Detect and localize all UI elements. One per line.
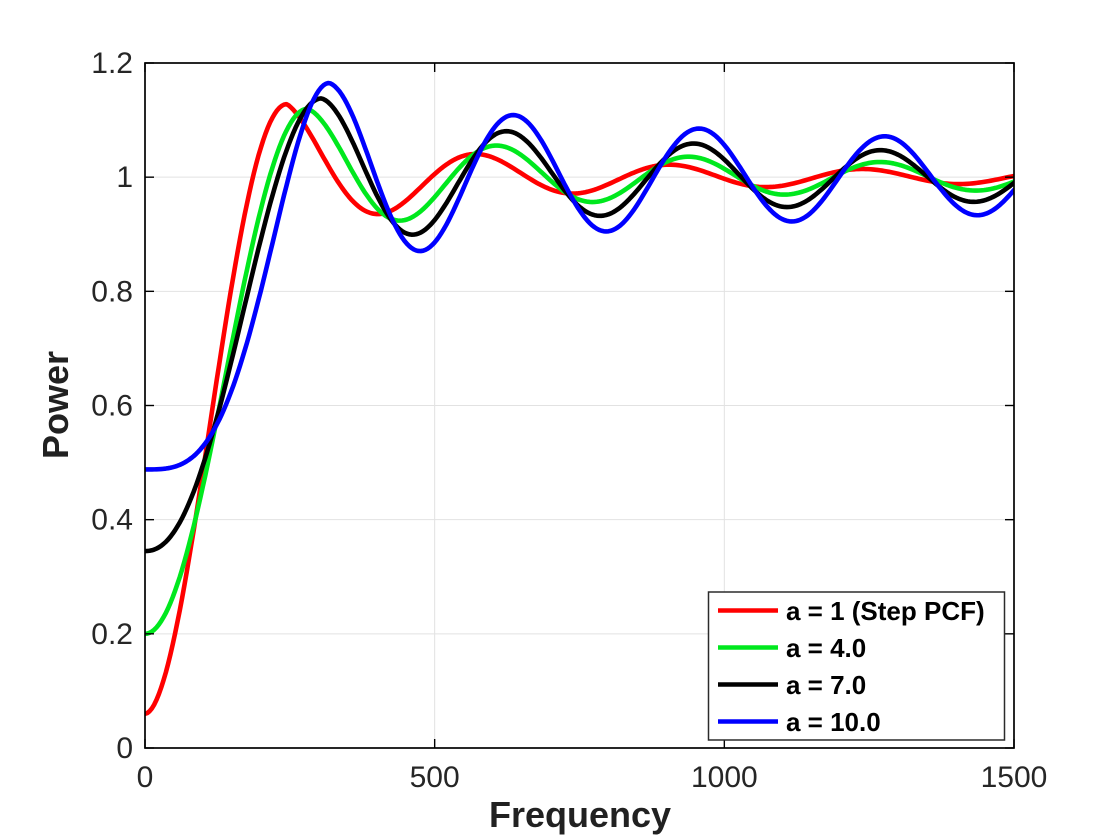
y-tick-label: 0.8 [91,275,133,308]
y-tick-label: 0.6 [91,390,133,423]
y-tick-label: 1.2 [91,47,133,80]
legend-entry-label: a = 4.0 [786,633,866,663]
legend: a = 1 (Step PCF) a = 4.0 a = 7.0 a = 10.0 [707,591,1006,741]
legend-entry-label: a = 1 (Step PCF) [786,596,985,626]
curve-series-0 [145,101,1014,717]
legend-entry-label: a = 10.0 [786,707,881,737]
x-axis-label: Frequency [489,794,671,835]
legend-box [707,591,1006,741]
y-axis-label: Power [35,351,76,459]
curve-layer [145,80,1014,717]
x-tick-label: 500 [410,761,460,794]
legend-entry-label: a = 7.0 [786,670,866,700]
y-tick-label: 0.4 [91,504,133,537]
x-tick-label: 1000 [691,761,758,794]
y-tick-label: 1 [116,161,133,194]
x-tick-label: 0 [137,761,154,794]
curve-series-3 [145,80,1014,472]
y-tick-label: 0 [116,732,133,765]
x-tick-label: 1500 [981,761,1048,794]
tick-label-layer: 0 500 1000 1500 0 0.2 0.4 0.6 0.8 1 1.2 [91,47,1047,794]
plot-border [144,62,1015,749]
curve-series-1 [145,106,1014,637]
y-tick-label: 0.2 [91,618,133,651]
